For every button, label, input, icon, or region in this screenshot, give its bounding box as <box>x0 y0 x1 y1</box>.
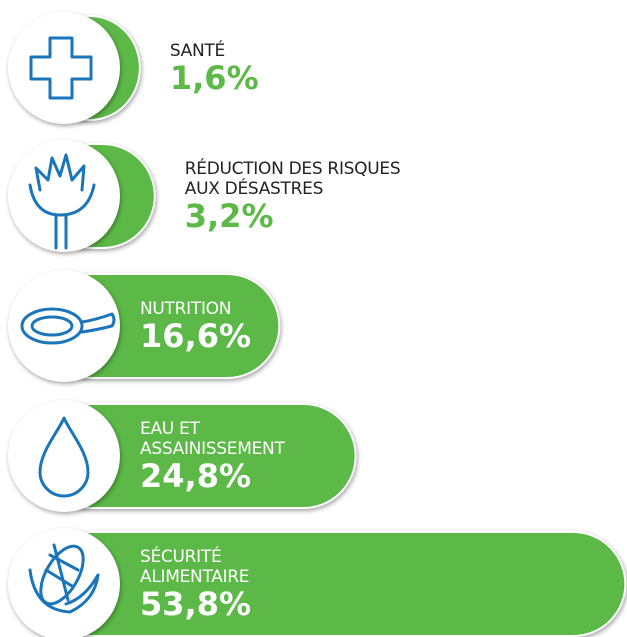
value-label: 53,8% <box>140 585 252 623</box>
category-label: NUTRITION <box>140 299 232 319</box>
icon-disc <box>8 400 120 512</box>
bar-label: NUTRITION 16,6% <box>140 270 251 382</box>
disaster-icon <box>28 153 96 250</box>
bar-label: SÉCURITÉ ALIMENTAIRE 53,8% <box>140 528 251 637</box>
health-icon <box>29 36 93 100</box>
bar-label: EAU ET ASSAINISSEMENT 24,8% <box>140 400 285 512</box>
value-label: 3,2% <box>184 197 274 235</box>
category-label: EAU ET ASSAINISSEMENT <box>140 419 285 459</box>
category-label: SÉCURITÉ ALIMENTAIRE <box>140 547 250 587</box>
category-label: RÉDUCTION DES RISQUES AUX DÉSASTRES <box>184 159 401 199</box>
value-label: 24,8% <box>140 457 252 495</box>
bar-label: SANTÉ 1,6% <box>170 12 259 124</box>
value-label: 1,6% <box>169 59 259 97</box>
icon-disc <box>8 12 120 124</box>
nutrition-icon <box>20 307 116 345</box>
bar-label: RÉDUCTION DES RISQUES AUX DÉSASTRES 3,2% <box>185 140 401 252</box>
water-icon <box>38 416 90 498</box>
icon-disc <box>8 270 120 382</box>
food-icon <box>28 543 100 614</box>
value-label: 16,6% <box>140 317 252 355</box>
category-label: SANTÉ <box>169 41 225 61</box>
